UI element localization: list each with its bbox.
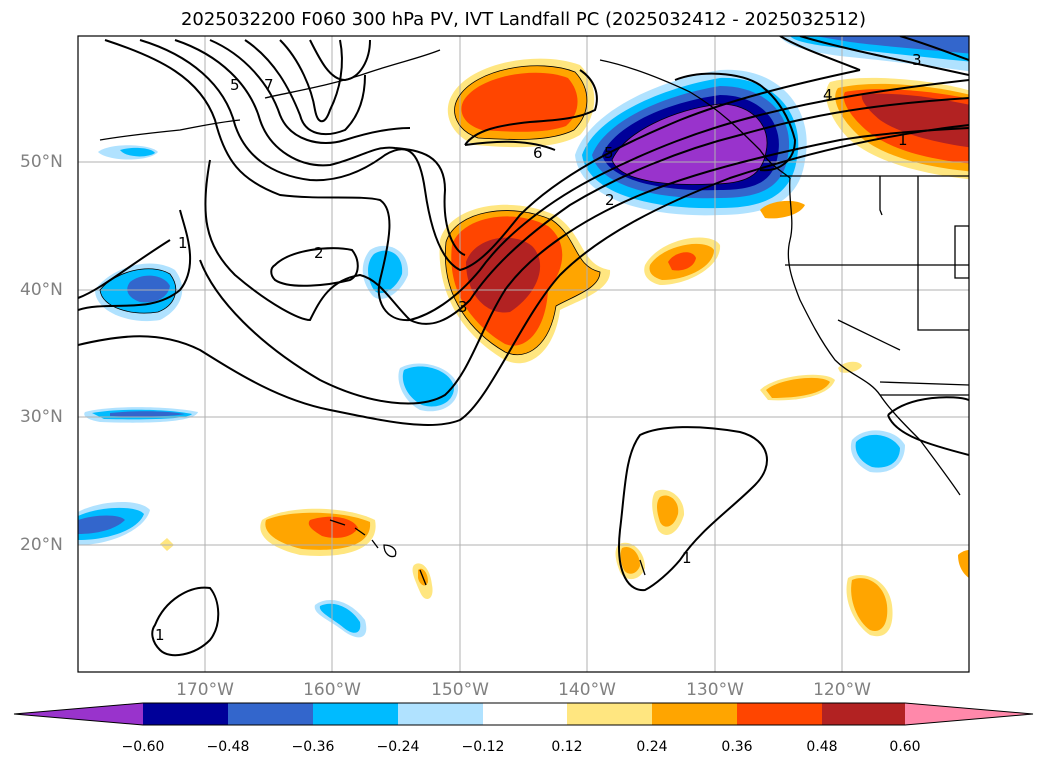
colorbar-bin <box>228 703 313 725</box>
contour-label: 1 <box>682 549 692 567</box>
colorbar-tick-label: −0.48 <box>206 739 250 755</box>
contour-label: 4 <box>823 86 833 104</box>
contour-label: 7 <box>264 76 274 94</box>
colorbar-tick-label: 0.12 <box>551 739 583 755</box>
contour-label: 2 <box>605 191 615 209</box>
longitude-label: 120°W <box>813 680 871 700</box>
latitude-label: 40°N <box>20 280 63 300</box>
graticule <box>78 36 969 672</box>
colorbar-tick-label: 0.60 <box>889 739 921 755</box>
colorbar-bin <box>737 703 822 725</box>
map-title: 2025032200 F060 300 hPa PV, IVT Landfall… <box>180 9 867 30</box>
colorbar-tick-label: 0.48 <box>806 739 838 755</box>
colorbar-bin <box>483 703 567 725</box>
colorbar-tick-label: −0.36 <box>291 739 335 755</box>
anomaly-shading <box>78 36 969 638</box>
colorbar-bin <box>652 703 737 725</box>
longitude-label: 130°W <box>686 680 744 700</box>
colorbar-bin <box>822 703 905 725</box>
colorbar-bin <box>313 703 398 725</box>
latitude-label: 20°N <box>20 535 63 555</box>
longitude-label: 160°W <box>303 680 361 700</box>
colorbar-low-extension <box>14 703 143 725</box>
colorbar-bin <box>567 703 652 725</box>
colorbar-tick-label: −0.60 <box>121 739 165 755</box>
contour-label: 5 <box>230 76 240 94</box>
colorbar-bin <box>398 703 483 725</box>
contour-label: 3 <box>458 298 468 316</box>
colorbar-tick-label: −0.12 <box>461 739 505 755</box>
colorbar-bin <box>143 703 228 725</box>
contour-label: 1 <box>155 626 165 644</box>
colorbar-tick-label: −0.24 <box>376 739 420 755</box>
contour-label: 6 <box>533 144 543 162</box>
contour-label: 1 <box>898 131 908 149</box>
contour-label-group: 1 1 1 1 2 2 3 3 4 5 5 6 7 <box>155 51 922 644</box>
contour-label: 5 <box>604 144 614 162</box>
map-frame <box>77 35 970 673</box>
longitude-label: 140°W <box>558 680 616 700</box>
longitude-label: 170°W <box>176 680 234 700</box>
longitude-label: 150°W <box>431 680 489 700</box>
latitude-label: 50°N <box>20 152 63 172</box>
colorbar-high-extension <box>905 703 1033 725</box>
colorbar-tick-label: 0.24 <box>636 739 668 755</box>
contour-label: 1 <box>178 234 188 252</box>
contour-label: 2 <box>314 244 324 262</box>
pv-contours <box>78 36 969 657</box>
colorbar-tick-label: 0.36 <box>721 739 753 755</box>
latitude-label: 30°N <box>20 407 63 427</box>
colorbar <box>13 702 1034 726</box>
contour-label: 3 <box>912 51 922 69</box>
